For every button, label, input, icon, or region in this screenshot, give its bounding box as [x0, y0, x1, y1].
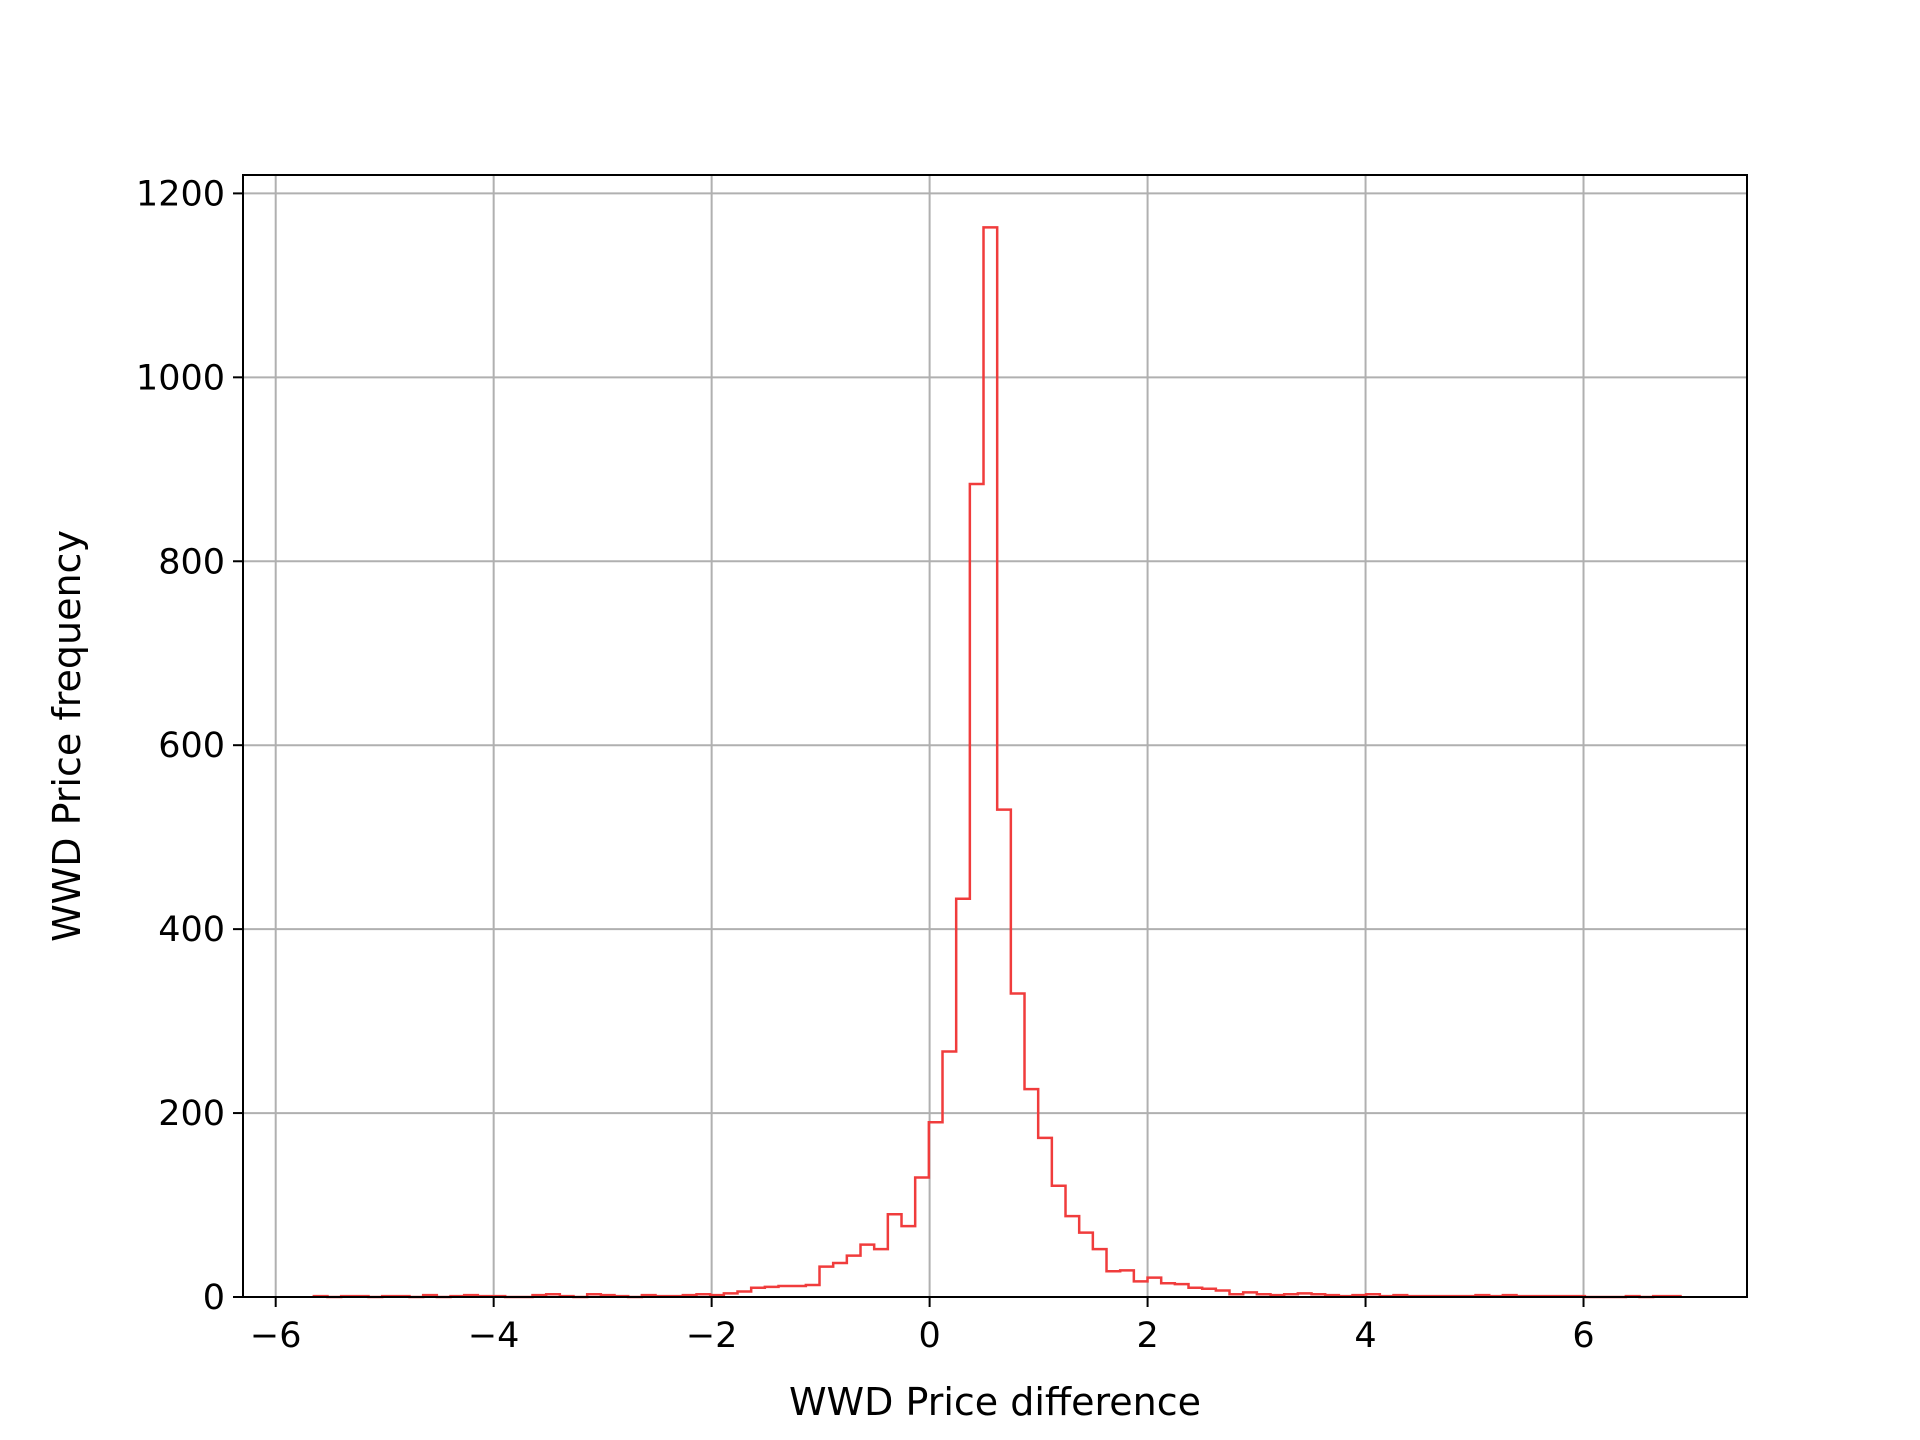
x-axis-title: WWD Price difference [789, 1380, 1201, 1424]
grid [243, 175, 1747, 1298]
y-tick-label: 600 [158, 726, 225, 766]
y-tick-label: 0 [203, 1278, 225, 1318]
x-tick-label: 4 [1354, 1316, 1376, 1356]
x-axis-ticks: −6 −4 −2 0 2 4 6 [250, 1297, 1595, 1356]
y-tick-label: 800 [158, 542, 225, 582]
plot-frame [242, 174, 1748, 1298]
y-axis-title: WWD Price frequency [45, 530, 89, 942]
x-tick-label: −6 [250, 1316, 302, 1356]
x-tick-label: −4 [468, 1316, 520, 1356]
x-tick-label: 0 [918, 1316, 940, 1356]
x-tick-label: 2 [1136, 1316, 1158, 1356]
y-tick-label: 400 [158, 910, 225, 950]
x-tick-label: −2 [686, 1316, 738, 1356]
x-tick-label: 6 [1572, 1316, 1594, 1356]
histogram-step-line [312, 226, 1682, 1299]
y-tick-label: 200 [158, 1094, 225, 1134]
y-tick-label: 1000 [136, 358, 225, 398]
y-tick-label: 1200 [136, 174, 225, 214]
y-axis-ticks: 0 200 400 600 800 1000 1200 [136, 174, 243, 1318]
